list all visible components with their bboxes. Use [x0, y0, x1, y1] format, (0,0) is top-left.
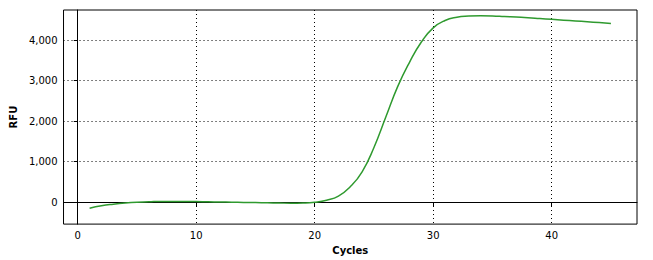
svg-text:1,000: 1,000: [29, 156, 58, 167]
svg-text:40: 40: [545, 230, 558, 241]
svg-text:20: 20: [308, 230, 321, 241]
svg-text:4,000: 4,000: [29, 35, 58, 46]
svg-text:10: 10: [190, 230, 203, 241]
svg-text:Cycles: Cycles: [332, 245, 368, 256]
svg-text:0: 0: [51, 197, 57, 208]
svg-text:0: 0: [75, 230, 81, 241]
svg-text:2,000: 2,000: [29, 116, 58, 127]
svg-text:RFU: RFU: [8, 106, 19, 129]
svg-text:3,000: 3,000: [29, 75, 58, 86]
svg-text:30: 30: [427, 230, 440, 241]
